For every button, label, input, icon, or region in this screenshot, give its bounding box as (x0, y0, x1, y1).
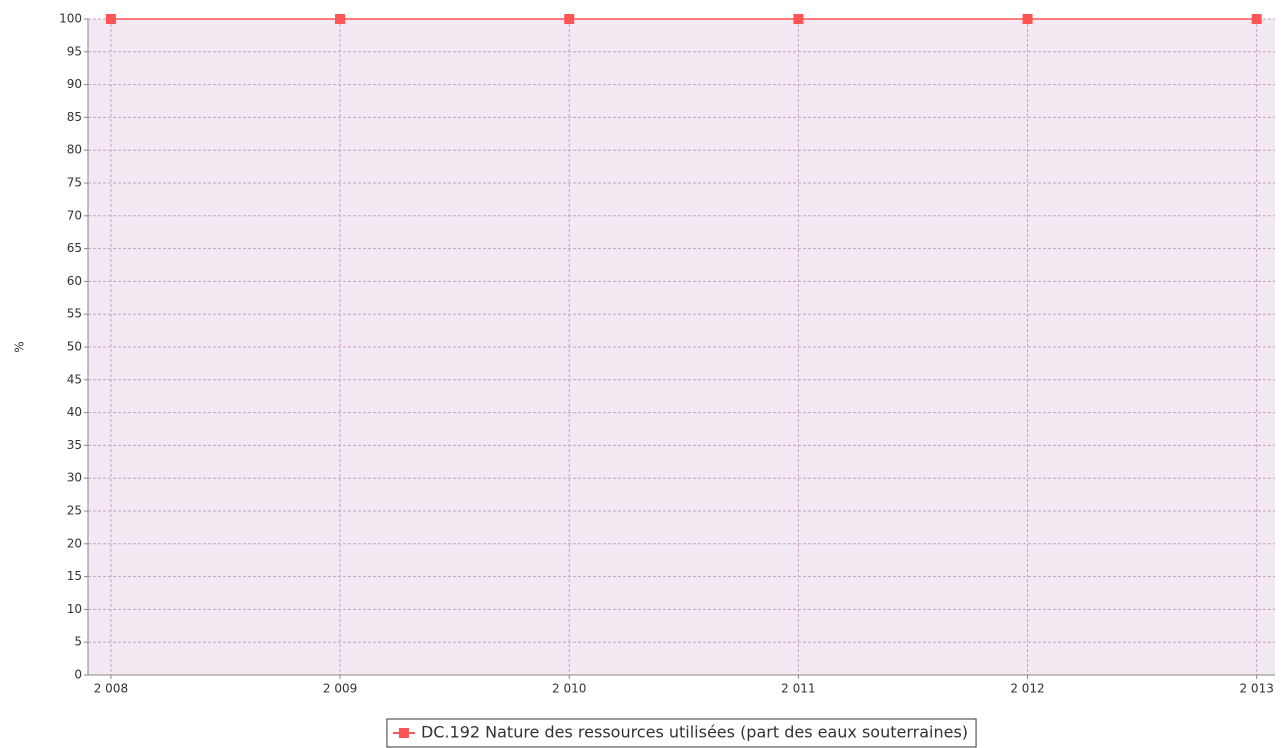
x-tick-label: 2 010 (552, 682, 586, 696)
y-tick-label: 5 (74, 635, 82, 649)
marker (335, 14, 346, 24)
y-tick-label: 90 (67, 77, 82, 91)
y-tick-label: 35 (67, 438, 82, 452)
marker (793, 14, 804, 24)
x-tick-label: 2 009 (323, 682, 357, 696)
marker (105, 14, 116, 24)
y-tick-label: 20 (67, 536, 82, 550)
y-tick-label: 55 (67, 307, 82, 321)
x-tick-label: 2 011 (781, 682, 815, 696)
y-tick-label: 30 (67, 471, 82, 485)
legend-swatch (398, 728, 409, 738)
y-tick-label: 45 (67, 372, 82, 386)
y-tick-label: 70 (67, 208, 82, 222)
y-tick-label: 0 (74, 668, 82, 682)
marker (1022, 14, 1033, 24)
y-tick-label: 40 (67, 405, 82, 419)
y-tick-label: 95 (67, 44, 82, 58)
legend-box (386, 718, 977, 748)
legend-label: DC.192 Nature des ressources utilisées (… (421, 723, 968, 742)
y-tick-label: 10 (67, 602, 82, 616)
plot-area (88, 19, 1275, 675)
y-axis-label: % (13, 341, 27, 352)
y-tick-label: 15 (67, 569, 82, 583)
marker (564, 14, 575, 24)
x-tick-label: 2 013 (1239, 682, 1273, 696)
y-tick-label: 25 (67, 504, 82, 518)
y-tick-label: 75 (67, 176, 82, 190)
x-tick-label: 2 008 (94, 682, 128, 696)
y-tick-label: 50 (67, 340, 82, 354)
x-tick-label: 2 012 (1010, 682, 1044, 696)
y-tick-label: 60 (67, 274, 82, 288)
marker (1251, 14, 1262, 24)
y-tick-label: 80 (67, 143, 82, 157)
y-tick-label: 100 (59, 12, 82, 26)
y-tick-label: 85 (67, 110, 82, 124)
y-tick-label: 65 (67, 241, 82, 255)
